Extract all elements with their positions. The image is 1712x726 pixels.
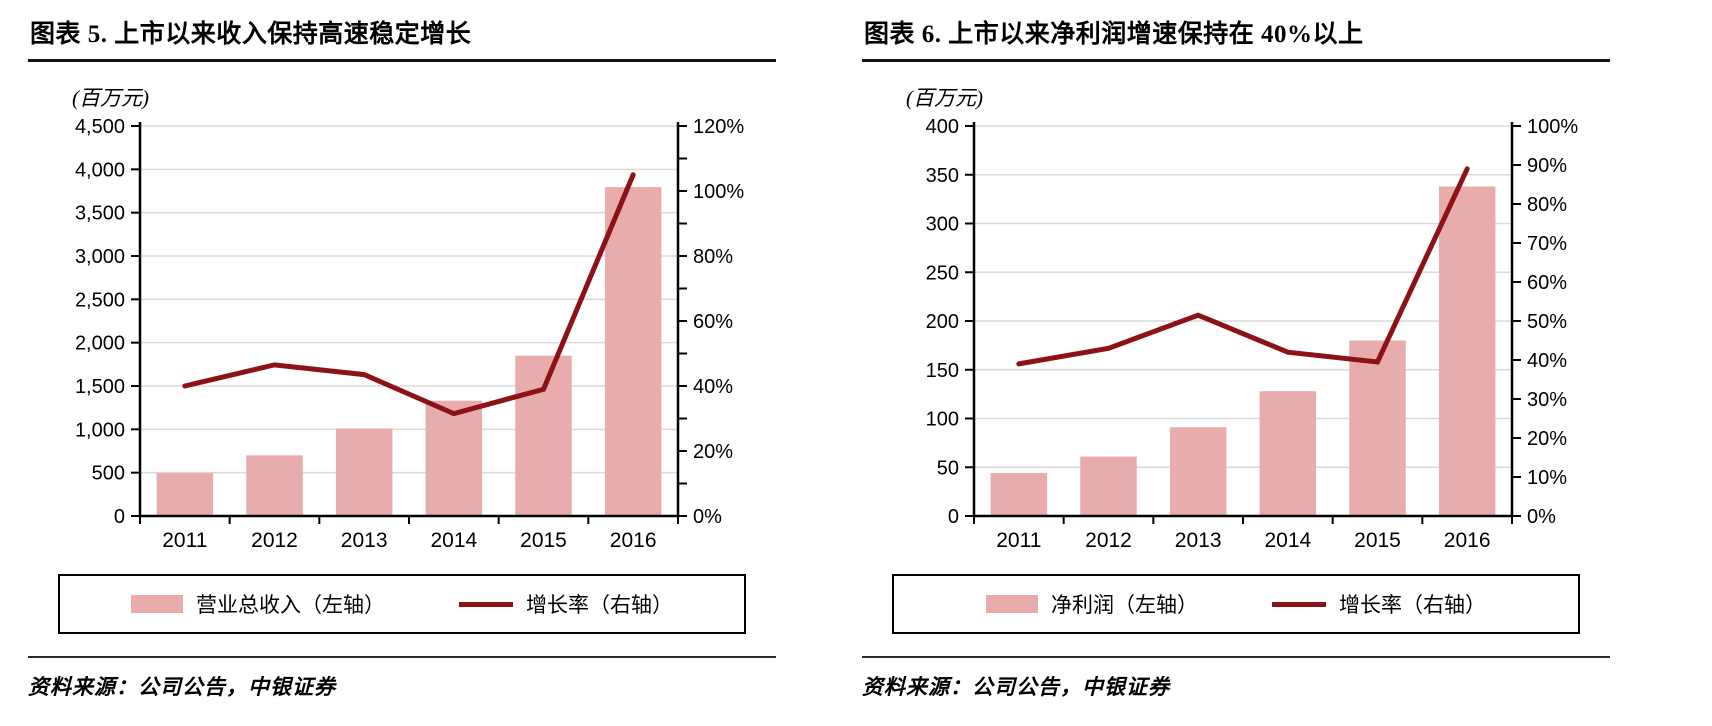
legend-item-line-series: 增长率（右轴） xyxy=(459,589,673,619)
left-axis-tick-label: 150 xyxy=(926,360,959,382)
line-series-label: 增长率（右轴） xyxy=(526,593,673,617)
x-axis-year-label: 2012 xyxy=(251,529,298,552)
left-axis-tick-label: 4,000 xyxy=(75,159,125,181)
x-axis-year-label: 2015 xyxy=(1354,529,1401,552)
left-axis-tick-label: 200 xyxy=(926,311,959,333)
legend-box: 营业总收入（左轴） 增长率（右轴） xyxy=(58,574,746,634)
legend-item-bar-series: 净利润（左轴） xyxy=(986,589,1198,619)
left-axis-tick-label: 50 xyxy=(937,457,959,479)
bar-2013 xyxy=(335,428,393,516)
chart-title-figure-6: 图表 6. 上市以来净利润增速保持在 40%以上 xyxy=(862,12,1610,62)
net-profit-growth-chart: 0 50 100 150 200 250 300 350 400 0% 10% 20% 30% 40% 50… xyxy=(926,116,1579,552)
legend-item-line-series: 增长率（右轴） xyxy=(1272,589,1486,619)
bar-2013 xyxy=(1169,427,1227,516)
divider-rule xyxy=(28,656,776,658)
growth-rate-line xyxy=(182,172,636,417)
left-axis-tick-label: 3,500 xyxy=(75,203,125,225)
left-axis-tick-label: 3,000 xyxy=(75,246,125,268)
x-axis-year-label: 2013 xyxy=(1175,529,1222,552)
right-axis-tick-label: 10% xyxy=(1527,467,1567,489)
left-axis-tick-label: 250 xyxy=(926,262,959,284)
line-series-label: 增长率（右轴） xyxy=(1339,593,1486,617)
right-axis-tick-label: 80% xyxy=(693,246,733,268)
bar-2015 xyxy=(515,355,572,516)
right-axis-tick-label: 100% xyxy=(693,181,744,203)
bar-2012 xyxy=(1080,456,1137,516)
bar-2011 xyxy=(990,473,1048,516)
source-attribution: 资料来源：公司公告，中银证券 xyxy=(28,675,336,699)
legend-item-bar-series: 营业总收入（左轴） xyxy=(131,589,385,619)
bar-2012 xyxy=(246,455,303,516)
x-axis-year-label: 2012 xyxy=(1085,529,1132,552)
right-axis-tick-label: 0% xyxy=(1527,506,1556,528)
chart-title-figure-5: 图表 5. 上市以来收入保持高速稳定增长 xyxy=(28,12,776,62)
right-axis-tick-label: 100% xyxy=(1527,116,1578,138)
right-axis-tick-label: 60% xyxy=(1527,272,1567,294)
left-axis-tick-label: 350 xyxy=(926,165,959,187)
bar-2014 xyxy=(1259,391,1317,516)
unit-label: (百万元) xyxy=(906,86,983,110)
right-axis-tick-label: 50% xyxy=(1527,311,1567,333)
line-series-swatch xyxy=(459,601,513,607)
bar-series-swatch xyxy=(986,595,1038,613)
bar-2011 xyxy=(156,473,214,516)
divider-rule xyxy=(862,656,1610,658)
bar-series-label: 净利润（左轴） xyxy=(1051,593,1198,617)
left-axis-tick-label: 0 xyxy=(948,506,959,528)
right-axis-tick-label: 20% xyxy=(1527,428,1567,450)
x-axis-year-label: 2011 xyxy=(996,529,1041,552)
right-axis-tick-label: 30% xyxy=(1527,389,1567,411)
report-figures-row: 图表 5. 上市以来收入保持高速稳定增长 (百万元) 0 500 1,000 1,50… xyxy=(28,12,1610,701)
revenue-growth-chart: 0 500 1,000 1,500 2,000 2,500 3,000 3,500 4,000 4… xyxy=(75,116,744,552)
x-axis-year-label: 2014 xyxy=(430,529,477,552)
left-axis-tick-label: 0 xyxy=(114,506,125,528)
figure-5-panel: 图表 5. 上市以来收入保持高速稳定增长 (百万元) 0 500 1,000 1,50… xyxy=(28,12,776,701)
x-axis-year-label: 2014 xyxy=(1264,529,1311,552)
x-axis-year-label: 2015 xyxy=(520,529,567,552)
left-axis-tick-label: 1,000 xyxy=(75,419,125,441)
left-axis-tick-label: 400 xyxy=(926,116,959,138)
bar-series-label: 营业总收入（左轴） xyxy=(196,593,385,617)
bar-2016 xyxy=(604,187,662,516)
figure-6-panel: 图表 6. 上市以来净利润增速保持在 40%以上 (百万元) 0 50 100 150… xyxy=(862,12,1610,701)
x-axis-year-label: 2016 xyxy=(1444,529,1491,552)
x-axis-year-label: 2016 xyxy=(610,529,657,552)
left-axis-tick-label: 300 xyxy=(926,214,959,236)
left-axis-tick-label: 100 xyxy=(926,409,959,431)
x-axis-year-label: 2011 xyxy=(162,529,207,552)
right-axis-tick-label: 0% xyxy=(693,506,722,528)
left-axis-tick-label: 500 xyxy=(92,463,125,485)
right-axis-tick-label: 40% xyxy=(693,376,733,398)
right-axis-tick-label: 120% xyxy=(693,116,744,138)
growth-rate-line xyxy=(1016,166,1470,367)
right-axis-tick-label: 40% xyxy=(1527,350,1567,372)
right-axis-tick-label: 20% xyxy=(693,441,733,463)
legend-box: 净利润（左轴） 增长率（右轴） xyxy=(892,574,1580,634)
left-axis-tick-label: 2,000 xyxy=(75,333,125,355)
right-axis-tick-label: 80% xyxy=(1527,194,1567,216)
bar-2015 xyxy=(1349,340,1406,516)
line-series-swatch xyxy=(1272,601,1326,607)
left-axis-tick-label: 2,500 xyxy=(75,289,125,311)
unit-label: (百万元) xyxy=(72,86,149,110)
x-axis-year-label: 2013 xyxy=(341,529,388,552)
left-axis-tick-label: 4,500 xyxy=(75,116,125,138)
bar-2014 xyxy=(425,400,483,516)
right-axis-tick-label: 70% xyxy=(1527,233,1567,255)
left-axis-tick-label: 1,500 xyxy=(75,376,125,398)
source-attribution: 资料来源：公司公告，中银证券 xyxy=(862,675,1170,699)
bar-series-swatch xyxy=(131,595,183,613)
right-axis-tick-label: 60% xyxy=(693,311,733,333)
bar-2016 xyxy=(1438,186,1496,516)
right-axis-tick-label: 90% xyxy=(1527,155,1567,177)
